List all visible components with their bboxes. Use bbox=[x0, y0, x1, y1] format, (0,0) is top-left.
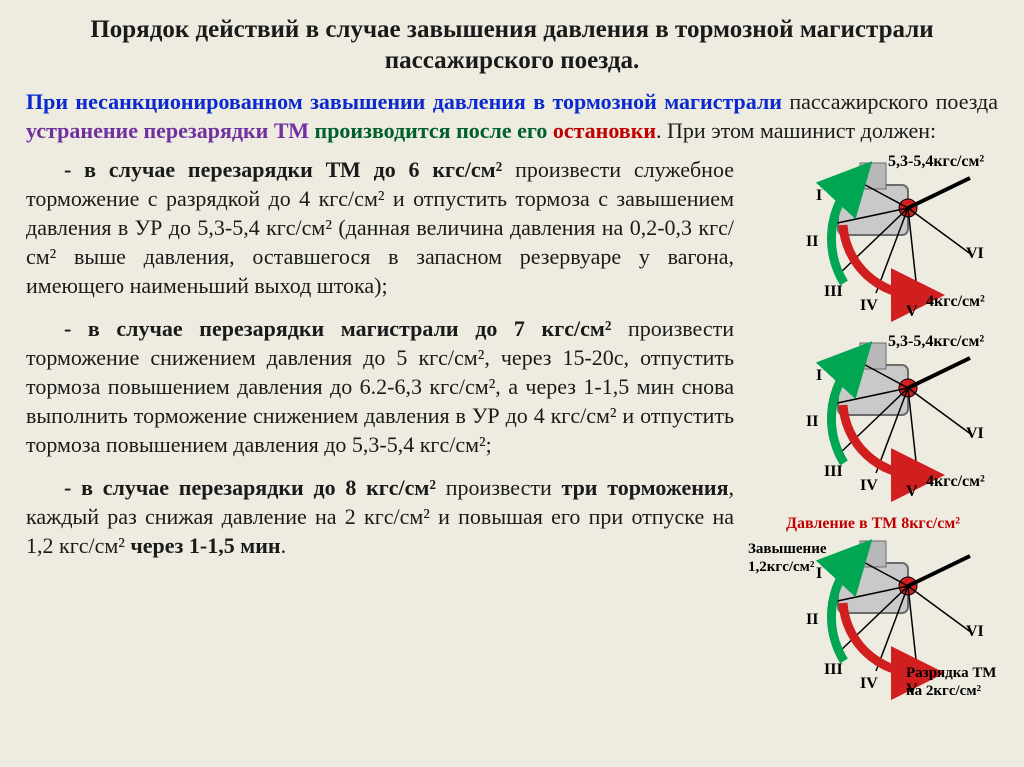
d2-pos2: II bbox=[806, 413, 818, 431]
paragraph-2: - в случае перезарядки магистрали до 7 к… bbox=[26, 314, 734, 459]
intro-seg-5a: производится после его bbox=[315, 118, 553, 143]
d2-ur-label: 5,3-5,4кгс/см² bbox=[888, 333, 984, 351]
p2-lead: - в случае перезарядки магистрали до 7 к… bbox=[64, 316, 611, 341]
intro-seg-3: устранение перезарядки ТМ bbox=[26, 118, 309, 143]
d3-pos4: IV bbox=[860, 675, 878, 693]
d1-pos1: I bbox=[816, 187, 822, 205]
intro-seg-2: пассажирского поезда bbox=[782, 89, 998, 114]
intro-seg-5b: остановки bbox=[553, 118, 656, 143]
d1-tm4: 4кгс/см² bbox=[926, 293, 985, 311]
d2-pos4: IV bbox=[860, 477, 878, 495]
d3-pos6: VI bbox=[966, 623, 984, 641]
d2-pos3: III bbox=[824, 463, 843, 481]
d3-caption-top: Давление в ТМ 8кгс/см² bbox=[748, 515, 998, 533]
d1-ur-label: 5,3-5,4кгс/см² bbox=[888, 153, 984, 171]
diagram-column: 5,3-5,4кгс/см² I II III IV V VI 4кгс/см² bbox=[748, 155, 998, 713]
d3-pos1: I bbox=[816, 565, 822, 583]
d3-pos2: II bbox=[806, 611, 818, 629]
intro-paragraph: При несанкционированном завышении давлен… bbox=[26, 87, 998, 145]
p3-c: три торможения bbox=[562, 475, 729, 500]
p1-lead: - в случае перезарядки ТМ до 6 кгс/см² bbox=[64, 157, 502, 182]
p3-f: . bbox=[281, 533, 287, 558]
p3-b: произвести bbox=[436, 475, 562, 500]
d3-boost: Завышение bbox=[748, 541, 827, 558]
d3-discharge: Разрядка ТМ bbox=[906, 665, 996, 682]
d1-pos2: II bbox=[806, 233, 818, 251]
p3-e: через 1-1,5 мин bbox=[130, 533, 280, 558]
d2-pos5: V bbox=[906, 483, 918, 501]
d2-tm4: 4кгс/см² bbox=[926, 473, 985, 491]
d2-pos6: VI bbox=[966, 425, 984, 443]
text-column: - в случае перезарядки ТМ до 6 кгс/см² п… bbox=[26, 155, 734, 713]
diagram-2: 5,3-5,4кгс/см² I II III IV V VI 4кгс/см² bbox=[748, 335, 998, 515]
intro-seg-6: . При этом машинист должен: bbox=[656, 118, 936, 143]
d1-pos4: IV bbox=[860, 297, 878, 315]
d1-pos6: VI bbox=[966, 245, 984, 263]
page-title: Порядок действий в случае завышения давл… bbox=[26, 14, 998, 77]
p3-lead: - в случае перезарядки до 8 кгс/см² bbox=[64, 475, 436, 500]
d2-pos1: I bbox=[816, 367, 822, 385]
d3-discharge-val: на 2кгс/см² bbox=[906, 683, 981, 700]
d3-pos3: III bbox=[824, 661, 843, 679]
content-row: - в случае перезарядки ТМ до 6 кгс/см² п… bbox=[26, 155, 998, 713]
slide-page: Порядок действий в случае завышения давл… bbox=[0, 0, 1024, 767]
intro-seg-1: При несанкционированном завышении давлен… bbox=[26, 89, 782, 114]
diagram-3: Давление в ТМ 8кгс/см² bbox=[748, 515, 998, 713]
d1-pos3: III bbox=[824, 283, 843, 301]
diagram-1: 5,3-5,4кгс/см² I II III IV V VI 4кгс/см² bbox=[748, 155, 998, 335]
paragraph-3: - в случае перезарядки до 8 кгс/см² прои… bbox=[26, 473, 734, 560]
d1-pos5: V bbox=[906, 303, 918, 321]
d3-boost-val: 1,2кгс/см² bbox=[748, 559, 814, 576]
paragraph-1: - в случае перезарядки ТМ до 6 кгс/см² п… bbox=[26, 155, 734, 300]
